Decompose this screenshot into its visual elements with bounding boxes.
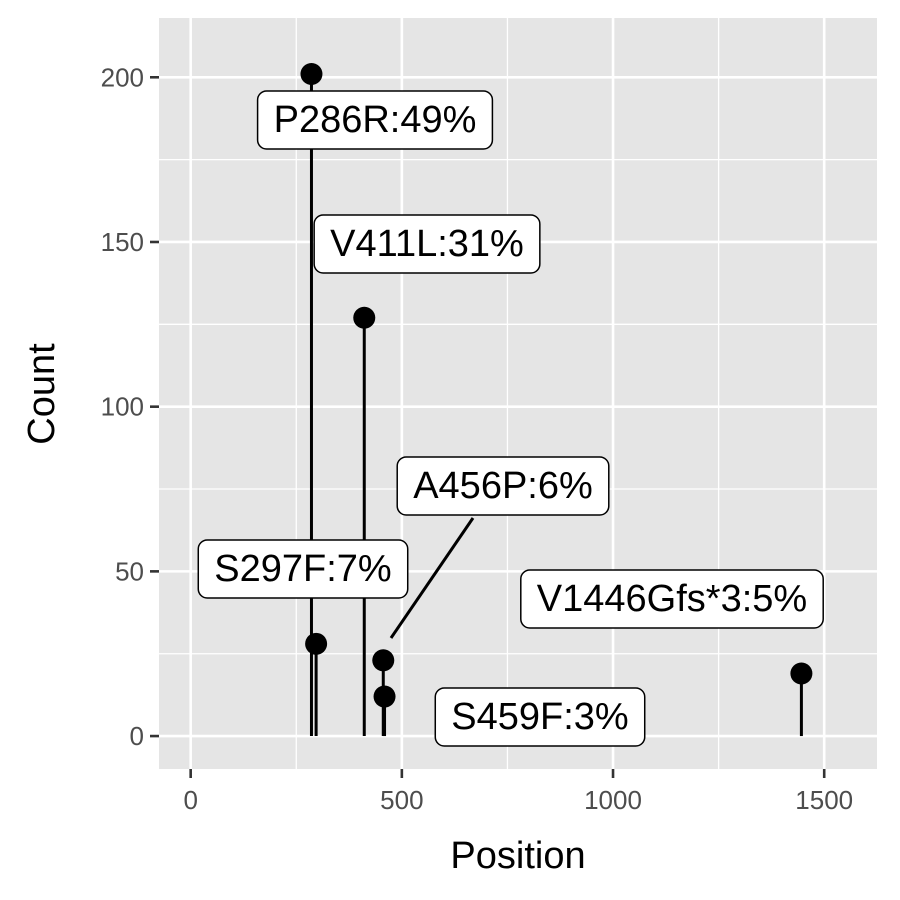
label-text: S297F:7% [214,548,391,590]
data-points [300,62,813,708]
y-tick-label: 150 [101,227,144,257]
label-box [396,456,610,516]
label-text: V411L:31% [330,223,524,265]
y-tick-label: 200 [101,62,144,92]
label-text: A456P:6% [413,465,593,507]
x-tick-label: 500 [380,785,423,815]
x-tick-label: 0 [183,785,197,815]
x-tick-label: 1500 [795,785,853,815]
y-tick-label: 100 [101,392,144,422]
label-box [256,90,494,150]
label-box [434,687,646,747]
y-tick-label: 50 [115,556,144,586]
x-tick-label: 1000 [584,785,642,815]
stems [309,73,803,737]
label-box [520,569,824,629]
label-text: P286R:49% [274,99,477,141]
axes: 0 50 100 150 200 0 500 1000 1500 [101,62,854,815]
label-box [313,214,541,274]
label-text: S459F:3% [451,696,628,738]
data-point [305,632,328,655]
label-leader-line [389,517,475,639]
point-labels: P286R:49% V411L:31% S297F:7% A456P:6% V1446G… [197,90,824,747]
y-axis-title: Count [21,343,63,445]
x-axis-title: Position [450,835,585,877]
data-point [790,662,813,685]
data-point [372,649,395,672]
label-text: V1446Gfs*3:5% [537,578,807,620]
data-point [373,685,396,708]
data-point [300,62,323,85]
data-point [353,306,376,329]
y-tick-label: 0 [130,721,144,751]
label-box [197,539,409,599]
